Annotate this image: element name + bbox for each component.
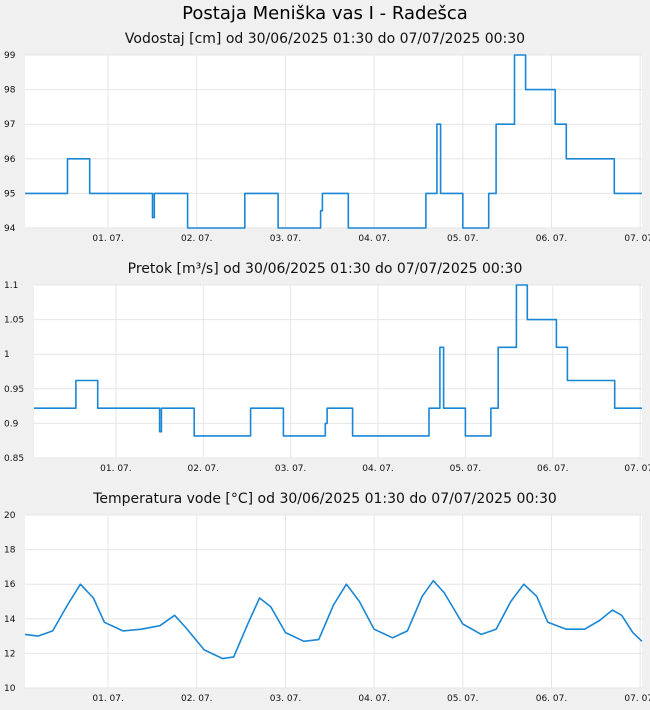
y-tick-label: 18 xyxy=(4,546,16,556)
x-tick-label: 05. 07. xyxy=(447,234,479,244)
x-tick-label: 02. 07. xyxy=(181,234,213,244)
y-tick-label: 1.05 xyxy=(4,316,24,326)
page-title: Postaja Meniška vas I - Radešca xyxy=(182,3,468,24)
y-tick-label: 98 xyxy=(4,86,16,96)
x-tick-label: 01. 07. xyxy=(92,694,124,704)
x-tick-label: 03. 07. xyxy=(270,694,302,704)
x-tick-label: 07. 07. xyxy=(624,234,650,244)
x-tick-label: 03. 07. xyxy=(270,234,302,244)
x-tick-label: 02. 07. xyxy=(188,464,220,474)
y-tick-label: 0.95 xyxy=(4,385,24,395)
series-line-0-0 xyxy=(25,54,642,229)
series-line-2-0 xyxy=(24,579,643,660)
y-tick-label: 0.85 xyxy=(4,454,24,464)
x-tick-label: 03. 07. xyxy=(275,464,307,474)
y-tick-label: 97 xyxy=(4,120,15,130)
chart-title-water-level: Vodostaj [cm] od 30/06/2025 01:30 do 07/… xyxy=(124,31,526,47)
y-tick-label: 14 xyxy=(4,615,16,625)
x-tick-label: 05. 07. xyxy=(450,464,482,474)
y-tick-label: 0.9 xyxy=(4,419,19,429)
plot-area-1 xyxy=(34,285,642,458)
y-tick-label: 1.1 xyxy=(4,281,18,291)
x-tick-label: 07. 07. xyxy=(624,464,650,474)
plot-area-2 xyxy=(25,515,642,688)
y-tick-label: 20 xyxy=(4,511,16,521)
y-tick-label: 10 xyxy=(4,684,16,694)
x-tick-label: 04. 07. xyxy=(358,694,390,704)
x-tick-label: 07. 07. xyxy=(624,694,650,704)
chart-title-water-temperature: Temperatura vode [°C] od 30/06/2025 01:3… xyxy=(93,491,557,507)
chart-title-discharge: Pretok [m³/s] od 30/06/2025 01:30 do 07/… xyxy=(127,261,523,277)
x-tick-label: 01. 07. xyxy=(100,464,132,474)
x-tick-label: 05. 07. xyxy=(447,694,479,704)
y-tick-label: 95 xyxy=(4,189,15,199)
y-tick-label: 1 xyxy=(4,350,10,360)
x-tick-label: 06. 07. xyxy=(536,694,568,704)
x-tick-label: 04. 07. xyxy=(362,464,394,474)
series-line-1-0 xyxy=(34,284,642,437)
y-tick-label: 12 xyxy=(4,649,15,659)
y-tick-label: 16 xyxy=(4,580,16,590)
y-tick-label: 96 xyxy=(4,155,16,165)
y-tick-label: 94 xyxy=(4,224,16,234)
x-tick-label: 04. 07. xyxy=(358,234,390,244)
x-tick-label: 02. 07. xyxy=(181,694,213,704)
x-tick-label: 06. 07. xyxy=(537,464,569,474)
x-tick-label: 01. 07. xyxy=(92,234,124,244)
x-tick-label: 06. 07. xyxy=(536,234,568,244)
plot-area-0 xyxy=(25,55,642,228)
y-tick-label: 99 xyxy=(4,51,16,61)
